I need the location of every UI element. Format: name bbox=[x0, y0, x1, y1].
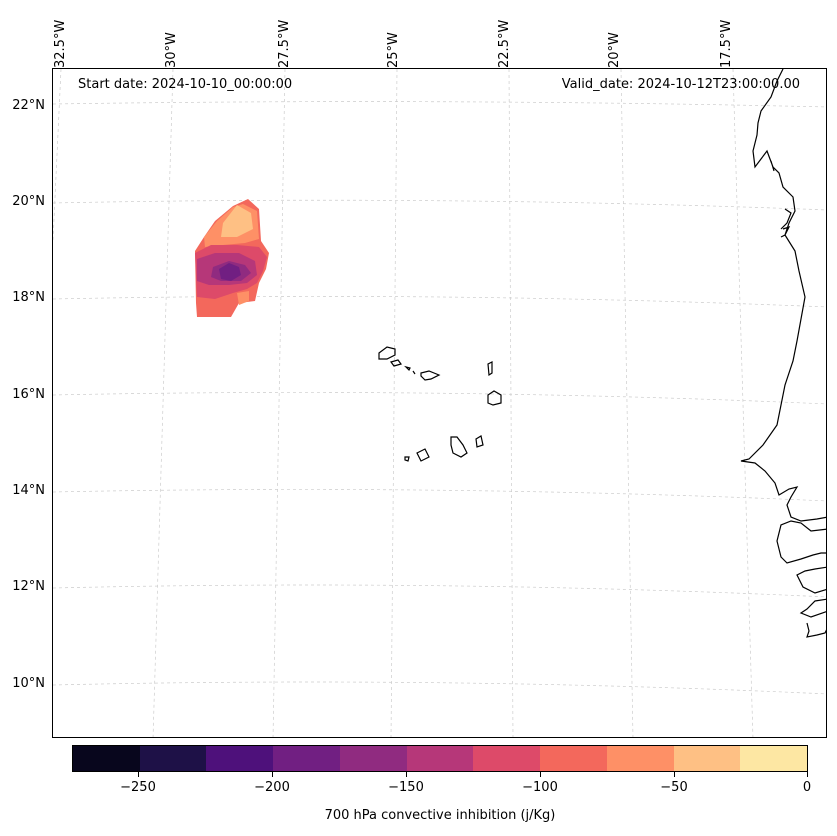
meridian-20w bbox=[620, 69, 634, 737]
meridian-32-5w bbox=[53, 69, 62, 242]
colorbar-title: 700 hPa convective inhibition (j/Kg) bbox=[324, 808, 556, 823]
cin-contour-center bbox=[219, 263, 241, 281]
parallel-14n bbox=[53, 489, 826, 502]
african-coastline bbox=[740, 69, 826, 638]
lat-label-14n: 14°N bbox=[12, 483, 45, 498]
parallel-10n bbox=[53, 681, 826, 695]
cin-contour-lightest bbox=[221, 205, 253, 237]
lon-label-20w: 20°W bbox=[607, 32, 622, 68]
colorbar-swatch-3 bbox=[273, 746, 340, 771]
island-maio bbox=[475, 435, 484, 448]
meridian-25w bbox=[390, 69, 398, 737]
start-date-label: Start date: 2024-10-10_00:00:00 bbox=[78, 77, 293, 92]
lat-label-18n: 18°N bbox=[12, 290, 45, 305]
colorbar-tick-50 bbox=[674, 772, 675, 777]
colorbar-swatch-9 bbox=[673, 746, 741, 771]
island-brava bbox=[404, 456, 410, 462]
lon-label-22-5w: 22.5°W bbox=[497, 19, 512, 68]
colorbar-label-150: −150 bbox=[388, 780, 424, 795]
island-sao-vicente bbox=[389, 359, 403, 367]
colorbar-swatch-5 bbox=[406, 746, 474, 771]
colorbar-swatch-7 bbox=[540, 746, 607, 771]
island-boa-vista bbox=[487, 390, 502, 406]
meridian-27-5w bbox=[272, 69, 286, 737]
lon-label-30w: 30°W bbox=[164, 32, 179, 68]
colorbar-label-250: −250 bbox=[120, 780, 156, 795]
lon-label-27-5w: 27.5°W bbox=[277, 19, 292, 68]
cape-verde-islands bbox=[378, 346, 502, 462]
valid-date-label: Valid_date: 2024-10-12T23:00:00.00 bbox=[561, 77, 800, 92]
meridian-22-5w bbox=[508, 69, 514, 737]
parallel-12n bbox=[53, 584, 826, 598]
colorbar-label-50: −50 bbox=[660, 780, 688, 795]
lat-label-12n: 12°N bbox=[12, 579, 45, 594]
lon-label-32-5w: 32.5°W bbox=[53, 19, 68, 68]
lon-label-17-5w: 17.5°W bbox=[719, 19, 734, 68]
lat-label-20n: 20°N bbox=[12, 194, 45, 209]
colorbar-swatch-1 bbox=[139, 746, 207, 771]
island-santiago bbox=[450, 436, 468, 458]
graticule bbox=[53, 69, 826, 737]
cin-contour-bottom bbox=[237, 291, 249, 305]
parallel-18n bbox=[53, 295, 826, 308]
colorbar-label-200: −200 bbox=[254, 780, 290, 795]
colorbar-tick-200 bbox=[272, 772, 273, 777]
colorbar bbox=[72, 745, 808, 772]
island-santo-antao bbox=[378, 346, 396, 360]
meridian-17-5w bbox=[732, 69, 754, 737]
colorbar-swatch-10 bbox=[740, 746, 808, 771]
colorbar-label-0: 0 bbox=[802, 780, 812, 795]
colorbar-swatch-4 bbox=[339, 746, 407, 771]
cin-contours bbox=[195, 199, 269, 317]
colorbar-swatch-8 bbox=[606, 746, 674, 771]
lon-label-25w: 25°W bbox=[386, 32, 401, 68]
colorbar-swatch-0 bbox=[73, 746, 140, 771]
lat-label-22n: 22°N bbox=[12, 98, 45, 113]
colorbar-swatch-6 bbox=[473, 746, 541, 771]
parallel-20n bbox=[53, 199, 826, 211]
island-santa-luzia bbox=[404, 365, 411, 372]
colorbar-swatch-2 bbox=[206, 746, 274, 771]
map-panel bbox=[52, 68, 827, 738]
island-sal bbox=[487, 361, 493, 377]
island-sao-nicolau bbox=[412, 370, 441, 381]
island-fogo bbox=[416, 448, 430, 462]
colorbar-tick-0 bbox=[807, 772, 808, 777]
lat-label-10n: 10°N bbox=[12, 676, 45, 691]
parallel-16n bbox=[53, 392, 826, 405]
lat-label-16n: 16°N bbox=[12, 387, 45, 402]
colorbar-tick-250 bbox=[138, 772, 139, 777]
colorbar-label-100: −100 bbox=[522, 780, 558, 795]
map-canvas bbox=[53, 69, 826, 737]
colorbar-tick-100 bbox=[540, 772, 541, 777]
meridian-30w bbox=[152, 69, 174, 737]
parallel-22n bbox=[53, 101, 826, 108]
colorbar-tick-150 bbox=[406, 772, 407, 777]
